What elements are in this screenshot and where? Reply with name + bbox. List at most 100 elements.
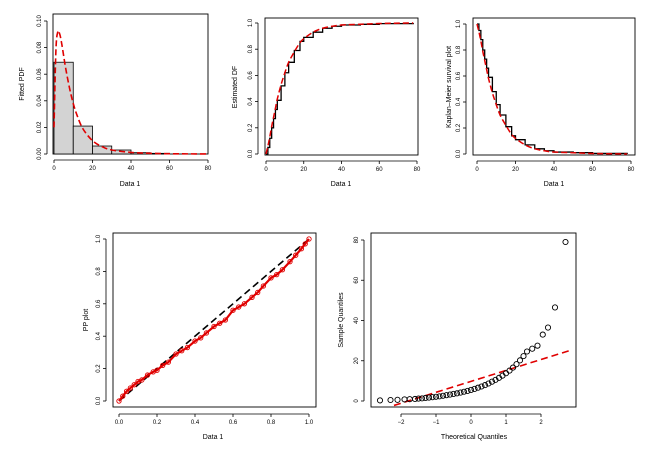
y-tick-label: 0.8 bbox=[248, 44, 254, 53]
x-tick-label: 0.0 bbox=[115, 420, 124, 426]
y-tick-label: 0.6 bbox=[456, 71, 462, 80]
y-tick-label: 80 bbox=[354, 236, 360, 243]
pp-point bbox=[230, 307, 236, 313]
y-tick-label: 0.0 bbox=[96, 396, 102, 405]
y-tick-label: 0.00 bbox=[37, 148, 43, 160]
kaplan-meier-marks: 0 20 40 60 80 0.0 0.2 0.4 0.6 0.8 1.0 bbox=[456, 19, 635, 173]
y-tick-label: 0.2 bbox=[96, 364, 102, 373]
qq-reference-line bbox=[393, 348, 573, 407]
qq-point bbox=[450, 390, 457, 398]
qq-point bbox=[474, 384, 482, 391]
qq-point bbox=[551, 304, 559, 311]
qq-point bbox=[539, 331, 546, 338]
y-tick-label: 20 bbox=[354, 357, 360, 364]
pp-point bbox=[123, 388, 130, 394]
pp-point bbox=[184, 344, 191, 351]
x-tick-label: 20 bbox=[300, 167, 307, 173]
qq-point bbox=[460, 388, 468, 395]
y-axis-label: Sample Quantiles bbox=[338, 292, 345, 348]
x-axis-label: Data 1 bbox=[203, 434, 224, 441]
qq-point bbox=[387, 396, 394, 404]
y-tick-label: 0.08 bbox=[37, 41, 43, 53]
y-tick-label: 0.4 bbox=[248, 97, 254, 106]
x-tick-label: 80 bbox=[414, 167, 421, 173]
plot-frame bbox=[370, 232, 577, 408]
qq-point bbox=[453, 390, 461, 397]
pp-point bbox=[302, 241, 308, 247]
x-tick-label: 0 bbox=[52, 166, 56, 172]
reference-line bbox=[118, 238, 310, 402]
x-axis-label: Data 1 bbox=[120, 181, 141, 188]
panel-kaplan-meier: 0 20 40 60 80 0.0 0.2 0.4 0.6 0.8 1.0 Data 1 Kapla… bbox=[446, 17, 636, 188]
histogram-bar bbox=[53, 61, 74, 155]
fitted-survival-line bbox=[476, 23, 628, 155]
kaplan-meier-line bbox=[477, 23, 628, 154]
y-tick-label: 0.6 bbox=[96, 299, 102, 308]
x-tick-label: 2 bbox=[539, 420, 543, 426]
y-tick-label: 0.2 bbox=[456, 123, 462, 132]
y-axis-label: Kaplan–Meier survival plot bbox=[446, 46, 453, 128]
pp-point bbox=[287, 259, 293, 265]
x-tick-label: 80 bbox=[628, 167, 635, 173]
qq-point bbox=[446, 391, 454, 398]
qq-point bbox=[411, 395, 419, 403]
qq-point bbox=[513, 361, 520, 368]
qq-point bbox=[443, 392, 450, 399]
y-tick-label: 0.2 bbox=[248, 123, 254, 132]
x-axis-label: Theoretical Quantiles bbox=[441, 434, 508, 441]
pp-point bbox=[260, 283, 267, 289]
fitted-cdf-line bbox=[265, 22, 414, 155]
panel-cdf: 0 20 40 60 80 0.0 0.2 0.4 0.6 0.8 1.0 Data 1 Estim… bbox=[232, 17, 421, 188]
x-tick-label: 0 bbox=[469, 420, 473, 426]
pp-point bbox=[120, 393, 126, 399]
fitted-density-line bbox=[53, 29, 209, 155]
qq-point bbox=[562, 238, 569, 246]
y-tick-label: 40 bbox=[354, 317, 360, 324]
x-tick-label: 0 bbox=[475, 167, 479, 173]
pp-plot-marks: 0.0 0.2 0.4 0.6 0.8 1.0 0.0 0.2 0.4 0.6 0.8 1.0 bbox=[96, 234, 314, 426]
y-tick-label: 1.0 bbox=[96, 234, 102, 243]
pp-point bbox=[274, 271, 280, 278]
y-tick-label: 1.0 bbox=[456, 19, 462, 28]
pp-point bbox=[298, 246, 305, 252]
qq-point bbox=[464, 387, 471, 394]
y-tick-label: 0.6 bbox=[248, 71, 254, 80]
pp-point bbox=[127, 385, 134, 391]
y-tick-label: 0.10 bbox=[37, 15, 43, 27]
qq-point bbox=[529, 345, 536, 352]
plot-frame bbox=[472, 17, 636, 156]
y-tick-label: 0.4 bbox=[456, 97, 462, 106]
pp-point bbox=[268, 275, 274, 281]
qq-point bbox=[520, 353, 527, 360]
y-tick-label: 0.06 bbox=[37, 68, 43, 80]
pp-point bbox=[203, 330, 210, 336]
qq-point bbox=[488, 378, 496, 385]
qq-point bbox=[516, 357, 524, 364]
y-axis-label: Estimated DF bbox=[232, 66, 239, 108]
qq-point bbox=[394, 396, 401, 403]
y-tick-label: 1.0 bbox=[248, 18, 254, 27]
x-tick-label: −1 bbox=[433, 420, 441, 426]
x-tick-label: 0 bbox=[264, 167, 268, 173]
qq-point bbox=[478, 383, 485, 390]
qq-point bbox=[523, 348, 531, 355]
qq-point bbox=[492, 376, 499, 383]
pp-point bbox=[255, 289, 261, 296]
x-tick-label: 60 bbox=[589, 167, 596, 173]
x-tick-label: 0.8 bbox=[267, 420, 276, 426]
y-tick-label: 0.0 bbox=[456, 149, 462, 158]
y-tick-label: 0.8 bbox=[456, 45, 462, 54]
pp-point bbox=[306, 236, 312, 242]
qq-point bbox=[425, 394, 433, 401]
empirical-cdf-line bbox=[266, 23, 414, 155]
plot-frame bbox=[112, 232, 317, 408]
x-tick-label: 60 bbox=[376, 167, 383, 173]
x-axis-label: Data 1 bbox=[331, 181, 352, 188]
qq-point bbox=[422, 394, 429, 402]
pp-point bbox=[139, 377, 145, 383]
x-tick-label: 0.6 bbox=[229, 420, 238, 426]
pp-point bbox=[160, 362, 166, 369]
